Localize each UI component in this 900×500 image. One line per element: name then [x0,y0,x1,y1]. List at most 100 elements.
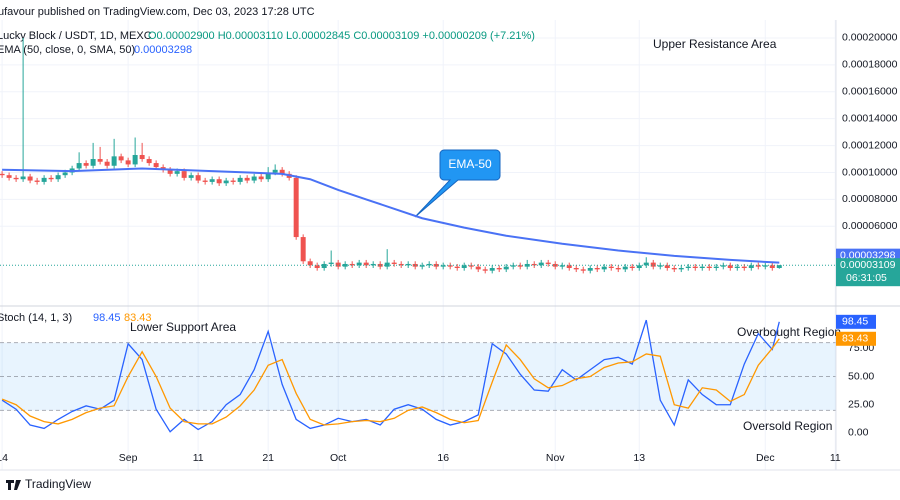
candle-body [195,175,201,181]
candle-body [699,266,705,269]
candle-body [272,169,278,173]
candle-body [433,263,439,267]
candle-body [622,266,628,270]
candle-body [461,265,467,269]
candle-body [601,266,607,270]
x-tick-label: 21 [262,452,274,464]
candle-body [720,265,726,267]
candle-body [692,266,698,269]
candle-body [734,266,740,269]
stoch-legend: Stoch (14, 1, 3) [0,312,72,324]
candle-body [328,262,334,264]
candle-body [90,159,96,166]
candle-body [27,176,33,181]
x-tick-label: 11 [830,452,841,464]
candle-body [181,171,187,178]
candle-body [41,177,47,182]
candle-body [209,179,215,182]
candle-body [13,177,19,180]
published-line: ufavour published on TradingView.com, De… [0,6,315,18]
candle-body [139,154,145,160]
candle-body [426,263,432,266]
stoch-badge: 83.43 [842,333,868,345]
candle-body [83,163,89,166]
candle-body [153,163,159,168]
candle-body [321,263,327,269]
candle-body [440,265,446,267]
candle-body [223,180,229,184]
candle-body [125,160,131,165]
y-tick-label: 0.00 [848,427,869,439]
candle-body [356,262,362,266]
y-tick-label: 0.00016000 [842,86,898,98]
candle-body [370,263,376,266]
y-tick-label: 25.00 [848,398,874,410]
candle-body [580,269,586,271]
candle-body [706,266,712,269]
candle-body [531,263,537,266]
candle-body [335,262,341,267]
candle-body [517,265,523,267]
y-tick-label: 0.00012000 [842,139,898,151]
candle-body [20,176,26,180]
x-tick-label: 13 [633,452,645,464]
candle-body [629,266,635,269]
candle-body [405,263,411,266]
candle-body [398,263,404,266]
ohlc: O0.00002900 H0.00003110 L0.00002845 C0.0… [148,30,535,42]
candle-body [167,169,173,174]
candle-body [678,268,684,270]
candle-body [391,262,397,264]
candle-body [489,268,495,271]
candle-body [244,177,250,181]
candle-body [258,176,264,180]
stoch-k-legend: 98.45 [93,312,121,324]
candle-body [538,262,544,266]
candle-body [685,266,691,269]
candle-body [587,268,593,271]
candle-body [727,265,733,269]
footer-brand: TradingView [25,477,91,491]
candle-body [251,176,257,181]
candle-body [608,266,614,269]
x-tick-label: Nov [546,452,565,464]
candle-body [545,262,551,264]
y-tick-label: 50.00 [848,370,874,382]
candle-body [363,262,369,266]
stoch-d-legend: 83.43 [124,312,152,324]
candle-body [384,262,390,267]
y-tick-label: 0.00008000 [842,193,898,205]
candle-body [314,265,320,269]
candle-body [62,172,68,176]
callout-box [414,149,501,218]
stoch-line [1,319,780,433]
candle-body [650,262,656,267]
candle-body [237,177,243,182]
candle-body [202,180,208,182]
candle-body [300,237,306,262]
y-tick-label: 0.00006000 [842,220,898,232]
candle-body [265,172,271,180]
candle-body [776,265,782,269]
stoch-badge-bg [836,314,876,329]
candle-body [349,263,355,266]
candle-body [97,159,103,162]
ema-legend: EMA (50, close, 0, SMA, 50) [0,44,135,56]
candle-body [664,265,670,269]
candle-body [34,180,40,182]
candle-body [377,263,383,267]
candle-body [755,265,761,267]
candle-body [475,266,481,270]
candle-body [111,156,117,166]
candle-body [216,179,222,184]
callout-text: EMA-50 [448,157,492,171]
candle-body [769,265,775,269]
ema-line [2,167,780,264]
candle-body [293,177,299,238]
candle-body [419,265,425,267]
candle-body [510,265,516,267]
candle-body [188,175,194,178]
candle-body [6,175,12,178]
